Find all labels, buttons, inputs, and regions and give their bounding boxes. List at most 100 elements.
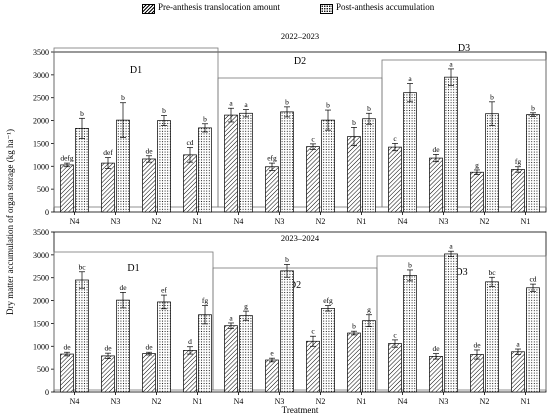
significance-label: cd <box>529 275 536 284</box>
x-tick-label: N3 <box>439 397 449 406</box>
bar-pre-anthesis <box>470 354 484 393</box>
group-label: D1 <box>127 263 139 274</box>
bar-post-anthesis <box>157 301 171 393</box>
x-tick-label: N3 <box>439 217 449 226</box>
legend-label-post: Post-anthesis accumulation <box>336 2 435 12</box>
group-box <box>376 255 547 391</box>
bar-pre-anthesis <box>224 325 238 393</box>
bar-post-anthesis <box>321 307 335 393</box>
significance-label: c <box>393 134 397 143</box>
significance-label: de <box>432 344 440 353</box>
significance-label: b <box>121 93 125 102</box>
group-label: D1 <box>130 65 142 76</box>
y-tick-label: 500 <box>37 365 49 374</box>
significance-label: b <box>490 92 494 101</box>
x-tick-label: N2 <box>152 397 162 406</box>
panel-title: 2022–2023 <box>281 31 319 41</box>
y-tick-label: 0 <box>45 388 49 397</box>
y-tick-label: 2000 <box>33 117 49 126</box>
significance-label: a <box>449 242 453 251</box>
bar-pre-anthesis <box>429 355 443 393</box>
significance-label: b <box>531 103 535 112</box>
bar-pre-anthesis <box>101 162 115 213</box>
significance-label: de <box>145 343 153 352</box>
group-label: D3 <box>458 43 470 54</box>
significance-label: b <box>80 109 84 118</box>
significance-label: b <box>326 101 330 110</box>
bar-post-anthesis <box>280 270 294 393</box>
bar-pre-anthesis <box>306 340 320 393</box>
x-tick-label: N1 <box>521 397 531 406</box>
x-tick-label: N1 <box>357 397 367 406</box>
bar-pre-anthesis <box>142 353 156 393</box>
significance-label: a <box>449 59 453 68</box>
group-label: D2 <box>294 56 306 67</box>
bar-pre-anthesis <box>388 343 402 393</box>
y-tick-label: 1000 <box>33 162 49 171</box>
significance-label: def <box>103 148 113 157</box>
x-tick-label: N3 <box>111 217 121 226</box>
y-tick-label: 1500 <box>33 139 49 148</box>
bar-pre-anthesis <box>142 158 156 213</box>
bar-pre-anthesis <box>511 169 525 213</box>
x-tick-label: N3 <box>275 397 285 406</box>
bar-post-anthesis <box>157 120 171 213</box>
significance-label: d <box>188 337 192 346</box>
x-tick-label: N4 <box>234 397 244 406</box>
y-tick-label: 0 <box>45 208 49 217</box>
significance-label: a <box>229 99 233 108</box>
significance-label: ef <box>161 286 167 295</box>
significance-label: b <box>367 104 371 113</box>
y-tick-label: 3500 <box>33 228 49 237</box>
bar-pre-anthesis <box>347 332 361 393</box>
x-axis-label: Treatment <box>282 405 319 415</box>
significance-label: b <box>352 118 356 127</box>
group-label: D3 <box>455 267 467 278</box>
legend: Pre-anthesis translocation amount Post-a… <box>118 2 458 16</box>
bar-pre-anthesis <box>511 351 525 393</box>
y-tick-label: 2500 <box>33 274 49 283</box>
bar-post-anthesis <box>198 314 212 393</box>
bar-post-anthesis <box>403 92 417 213</box>
legend-swatch-post <box>320 4 333 14</box>
significance-label: c <box>393 330 397 339</box>
significance-label: c <box>311 327 315 336</box>
significance-label: c <box>311 134 315 143</box>
x-tick-label: N1 <box>193 397 203 406</box>
bar-post-anthesis <box>526 287 540 393</box>
bar-post-anthesis <box>239 315 253 393</box>
significance-label: b <box>285 255 289 264</box>
x-tick-label: N4 <box>398 397 408 406</box>
bar-post-anthesis <box>444 253 458 393</box>
y-tick-label: 3000 <box>33 71 49 80</box>
bar-pre-anthesis <box>183 350 197 393</box>
y-tick-label: 1500 <box>33 319 49 328</box>
significance-label: b <box>285 97 289 106</box>
significance-label: b <box>203 114 207 123</box>
significance-label: efg <box>267 154 277 163</box>
significance-label: b <box>408 260 412 269</box>
significance-label: de <box>145 146 153 155</box>
bar-post-anthesis <box>526 114 540 213</box>
bar-post-anthesis <box>280 111 294 213</box>
significance-label: a <box>244 100 248 109</box>
x-tick-label: N4 <box>234 217 244 226</box>
x-tick-label: N1 <box>521 217 531 226</box>
significance-label: fg <box>515 157 521 166</box>
panel-2023-2024: 2023–2024 0 500 1000 1500 2000 2500 3000 3500 D1 D… <box>33 228 547 406</box>
bar-post-anthesis <box>362 118 376 213</box>
significance-label: de <box>473 340 481 349</box>
significance-label: de <box>63 343 71 352</box>
significance-label: fg <box>202 296 208 305</box>
bar-pre-anthesis <box>224 114 238 213</box>
significance-label: de <box>104 344 112 353</box>
x-tick-label: N2 <box>480 397 490 406</box>
significance-label: defg <box>60 154 74 163</box>
x-tick-label: N1 <box>357 217 367 226</box>
bar-post-anthesis <box>485 113 499 213</box>
significance-label: bc <box>488 268 496 277</box>
bar-pre-anthesis <box>429 157 443 213</box>
x-tick-label: N4 <box>70 397 80 406</box>
legend-swatch-pre <box>142 4 155 14</box>
bar-pre-anthesis <box>183 154 197 213</box>
